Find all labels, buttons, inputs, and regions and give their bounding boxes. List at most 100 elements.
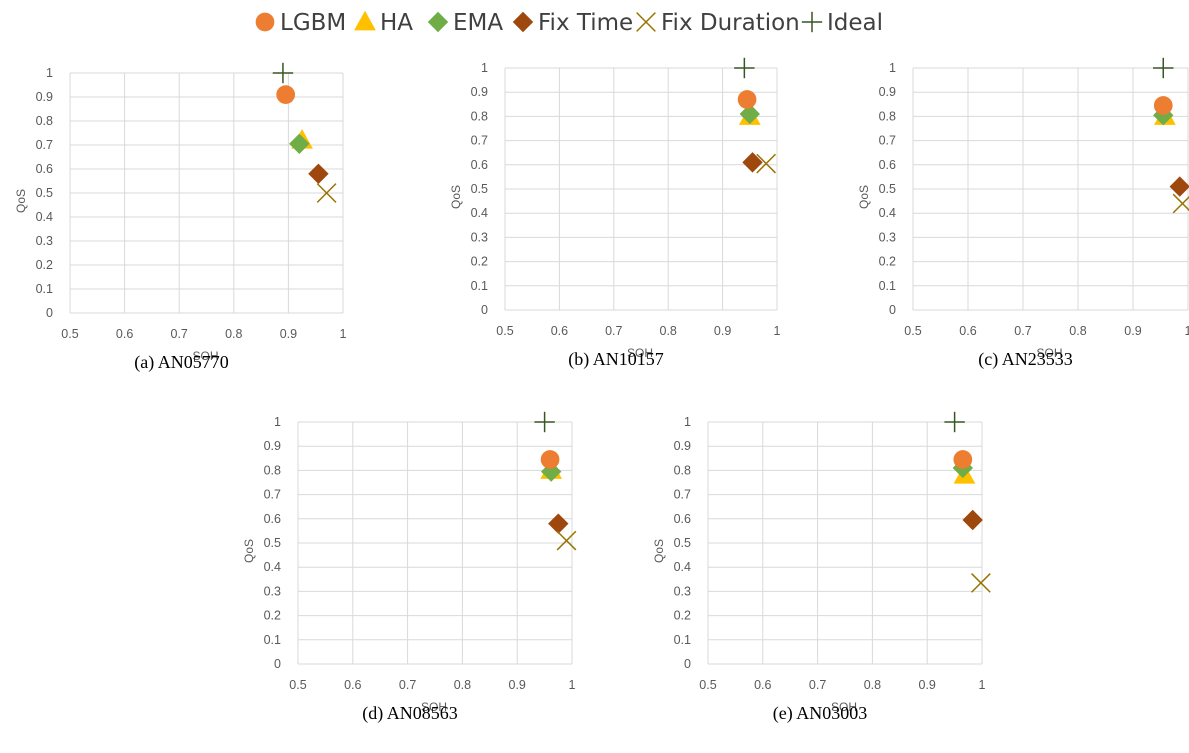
y-tick-label: 0.3 (879, 230, 896, 244)
legend-marker-ha (354, 10, 376, 31)
legend-label-lgbm: LGBM (280, 10, 346, 36)
x-tick-label: 0.6 (116, 327, 133, 341)
y-tick-label: 0.3 (674, 584, 691, 598)
legend-item-fix-duration: Fix Duration (636, 10, 800, 36)
data-point-lgbm (540, 450, 560, 469)
panel-caption: (b) AN10157 (568, 349, 664, 370)
y-tick-label: 0.4 (879, 206, 896, 220)
y-tick-label: 0.6 (879, 158, 896, 172)
legend: LGBM HA EMA Fix Time Fix Duration Ideal (255, 10, 883, 36)
y-tick-label: 0.9 (674, 439, 691, 453)
x-tick-label: 0.9 (714, 324, 731, 338)
x-axis-title: SOH (192, 349, 218, 363)
y-tick-label: 0 (684, 657, 691, 671)
data-point-ideal (944, 411, 965, 433)
x-tick-label: 0.9 (280, 327, 297, 341)
y-tick-label: 0.2 (879, 255, 896, 269)
y-tick-label: 0.5 (264, 536, 281, 550)
y-tick-label: 0.8 (471, 109, 488, 123)
x-tick-label: 0.8 (454, 678, 471, 692)
y-tick-label: 0.7 (674, 488, 691, 502)
x-tick-label: 0.8 (225, 327, 242, 341)
x-tick-label: 0.8 (660, 324, 677, 338)
y-axis-title: QoS (242, 539, 256, 563)
data-point-lgbm (1153, 96, 1173, 115)
x-tick-label: 0.9 (919, 678, 936, 692)
y-tick-label: 0.8 (36, 114, 53, 128)
y-tick-label: 0.1 (36, 282, 53, 296)
data-point-ema (289, 133, 310, 154)
y-tick-label: 0.4 (674, 560, 691, 574)
y-tick-label: 0 (274, 657, 281, 671)
legend-item-ideal: Ideal (801, 10, 883, 36)
chart-panel-d: 0.5 0.6 0.7 0.8 0.9 1 0 0.1 0.2 0.3 0.4 0.5 0.6 0.7 0.… (242, 411, 577, 724)
legend-marker-fix-duration (636, 12, 656, 32)
x-axis-title: SOH (421, 700, 447, 714)
panel-caption: (d) AN08563 (362, 703, 458, 724)
y-tick-label: 0.7 (264, 488, 281, 502)
y-tick-label: 0.7 (879, 134, 896, 148)
x-tick-label: 0.5 (496, 324, 513, 338)
y-tick-label: 1 (46, 66, 53, 80)
x-tick-label: 0.9 (509, 678, 526, 692)
y-tick-label: 0.4 (264, 560, 281, 574)
x-tick-label: 0.5 (904, 324, 921, 338)
y-tick-label: 0.2 (471, 255, 488, 269)
x-tick-label: 1 (774, 324, 781, 338)
legend-item-ema: EMA (427, 10, 503, 36)
data-point-lgbm (953, 450, 973, 469)
y-tick-label: 0.2 (674, 609, 691, 623)
y-tick-label: 0.5 (879, 182, 896, 196)
x-tick-label: 0.7 (171, 327, 188, 341)
x-tick-label: 0.9 (1124, 324, 1141, 338)
y-tick-label: 0.6 (674, 512, 691, 526)
data-point-ideal (1153, 57, 1174, 79)
data-point-fix-time (548, 513, 569, 534)
x-tick-label: 1 (340, 327, 347, 341)
y-tick-label: 1 (274, 415, 281, 429)
data-point-ema (739, 103, 760, 125)
y-tick-label: 0.2 (264, 609, 281, 623)
x-tick-label: 0.7 (809, 678, 826, 692)
y-tick-label: 0.9 (264, 439, 281, 453)
chart-panel-e: 0.5 0.6 0.7 0.8 0.9 1 0 0.1 0.2 0.3 0.4 0.5 0.6 0.7 0.… (652, 411, 991, 724)
data-point-fix-time (742, 152, 763, 173)
legend-marker-lgbm (255, 12, 275, 32)
y-tick-label: 0.6 (471, 158, 488, 172)
y-tick-label: 1 (889, 61, 896, 75)
data-point-ideal (734, 57, 755, 79)
legend-label-fix-duration: Fix Duration (661, 10, 800, 36)
data-point-lgbm (276, 85, 296, 104)
y-tick-label: 0.1 (674, 633, 691, 647)
y-tick-label: 0.5 (36, 186, 53, 200)
x-tick-label: 0.7 (399, 678, 416, 692)
data-point-fix-duration (316, 183, 337, 203)
x-tick-label: 0.5 (289, 678, 306, 692)
legend-label-ideal: Ideal (827, 10, 883, 36)
data-point-lgbm (737, 90, 757, 109)
data-point-fix-time (1169, 176, 1189, 197)
legend-item-lgbm: LGBM (255, 10, 346, 36)
legend-marker-ideal (801, 11, 823, 33)
data-point-fix-duration (1172, 193, 1189, 214)
y-tick-label: 0.4 (471, 206, 488, 220)
legend-item-ha: HA (354, 10, 413, 36)
x-tick-label: 0.5 (61, 327, 78, 341)
x-tick-label: 0.6 (754, 678, 771, 692)
y-tick-label: 0.4 (36, 210, 53, 224)
y-axis-title: QoS (449, 185, 463, 209)
panel-caption: (c) AN23533 (978, 349, 1072, 370)
y-tick-label: 0.1 (471, 279, 488, 293)
panel-caption: (e) AN03003 (773, 703, 867, 724)
y-axis-title: QoS (857, 185, 871, 209)
chart-panel-b: 0.5 0.6 0.7 0.8 0.9 1 0 0.1 0.2 0.3 0.4 0.5 0.6 0.7 0.… (449, 57, 781, 370)
legend-label-fix-time: Fix Time (538, 10, 633, 36)
y-tick-label: 0.3 (264, 584, 281, 598)
x-axis-title: SOH (831, 700, 857, 714)
y-tick-label: 0.8 (674, 463, 691, 477)
y-tick-label: 0 (481, 303, 488, 317)
y-tick-label: 0.9 (471, 85, 488, 99)
y-axis-title: QoS (14, 189, 28, 213)
data-point-ema (1153, 104, 1174, 126)
